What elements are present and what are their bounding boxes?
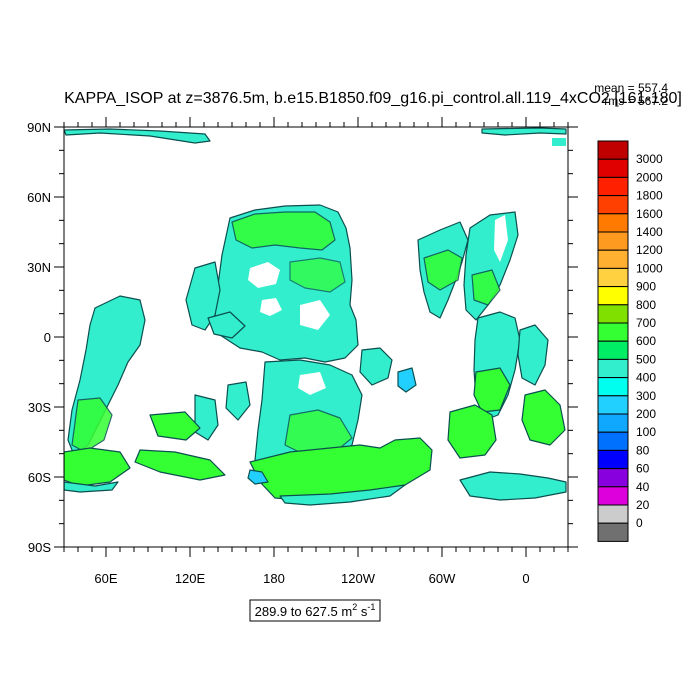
colorbar-label: 1400 [636, 225, 663, 239]
colorbar-label: 600 [636, 334, 656, 348]
y-tick-label: 60N [27, 190, 51, 205]
colorbar-box [597, 358, 629, 379]
mean-stat: mean = 557.4 [594, 81, 668, 95]
range-label-box [249, 599, 381, 622]
y-tick-label: 30S [28, 400, 51, 415]
colorbar-box [597, 176, 629, 197]
range-label-mid: s [357, 604, 368, 619]
y-tick-label: 0 [44, 330, 51, 345]
colorbar-label: 100 [636, 425, 656, 439]
y-tick-label: 90N [27, 120, 51, 135]
colorbar-box [597, 231, 629, 251]
colorbar-labels: 3000200018001600140012001000900800700600… [636, 152, 663, 530]
colorbar-box [597, 286, 629, 306]
rms-stat: rms = 567.2 [604, 94, 668, 108]
colorbar-box [597, 449, 629, 470]
colorbar-label: 800 [636, 298, 656, 312]
range-label-prefix: 289.9 to 627.5 m [255, 604, 353, 619]
range-label-exp1: 2 [352, 602, 357, 612]
colorbar-box [597, 468, 629, 488]
axis-ticks [54, 117, 578, 557]
colorbar-label: 60 [636, 462, 650, 476]
colorbar-box [597, 158, 629, 178]
colorbar-box [597, 522, 629, 542]
colorbar-box [597, 413, 629, 433]
colorbar-box [597, 140, 629, 160]
colorbar-box [597, 504, 629, 524]
colorbar-box [597, 377, 629, 397]
range-label: 289.9 to 627.5 m2 s-1 [255, 602, 376, 619]
colorbar-label: 3000 [636, 152, 663, 166]
y-tick-label: 60S [28, 470, 51, 485]
colorbar-box [597, 431, 629, 451]
colorbar-label: 1600 [636, 207, 663, 221]
region-north-pacific-subtropical [231, 211, 336, 251]
axis-labels: 60E 120E 180 120W 60W 0 90N 60N 30N 0 30S 60S 90S [27, 120, 529, 586]
colorbar-box [597, 322, 629, 342]
colorbar-label: 500 [636, 352, 656, 366]
colorbar-box [597, 213, 629, 233]
colorbar-label: 900 [636, 280, 656, 294]
colorbar-label: 300 [636, 389, 656, 403]
colorbar-label: 1800 [636, 189, 663, 203]
colorbar-label: 700 [636, 316, 656, 330]
range-label-exp2: -1 [367, 602, 375, 612]
x-tick-label: 0 [522, 571, 529, 586]
colorbar-label: 400 [636, 371, 656, 385]
colorbar-box [597, 267, 629, 288]
colorbar-box [597, 486, 629, 506]
colorbar-box [597, 395, 629, 415]
colorbar-label: 2000 [636, 170, 663, 184]
x-tick-label: 60E [94, 571, 117, 586]
colorbar [597, 140, 629, 542]
region-arctic-west [64, 128, 211, 144]
region-arctic-east [481, 127, 567, 136]
region-north-atlantic-east [463, 211, 519, 321]
colorbar-label: 20 [636, 498, 650, 512]
y-tick-label: 30N [27, 260, 51, 275]
y-tick-label: 90S [28, 540, 51, 555]
colorbar-label: 40 [636, 480, 650, 494]
colorbar-label: 200 [636, 407, 656, 421]
x-tick-label: 180 [263, 571, 285, 586]
colorbar-label: 0 [636, 516, 643, 530]
x-tick-label: 120W [341, 571, 376, 586]
chart-title: KAPPA_ISOP at z=3876.5m, b.e15.B1850.f09… [64, 90, 682, 107]
colorbar-box [597, 249, 629, 269]
region-southern-indian [134, 449, 226, 481]
colorbar-box [597, 340, 629, 360]
x-tick-label: 60W [429, 571, 456, 586]
colorbar-label: 80 [636, 443, 650, 457]
colorbar-label: 1200 [636, 243, 663, 257]
colorbar-box [597, 195, 629, 215]
x-tick-label: 120E [175, 571, 206, 586]
colorbar-label: 1000 [636, 261, 663, 275]
colorbar-box [597, 304, 629, 324]
map-field [64, 127, 567, 506]
region-arctic-east-2 [552, 138, 566, 146]
